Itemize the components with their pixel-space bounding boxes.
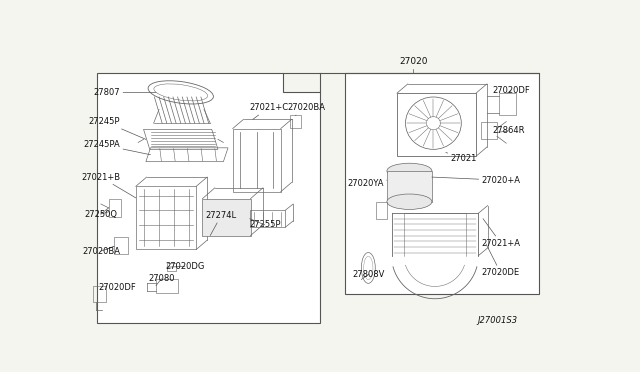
Text: 27245PA: 27245PA	[84, 140, 150, 155]
Text: 27255P: 27255P	[249, 219, 280, 229]
Text: 27020DG: 27020DG	[165, 262, 205, 271]
Bar	[250, 210, 285, 227]
Text: 27864R: 27864R	[492, 126, 525, 135]
Text: 27021+B: 27021+B	[81, 173, 136, 198]
Bar	[290, 115, 301, 128]
Text: 27245P: 27245P	[89, 117, 146, 140]
Ellipse shape	[387, 194, 432, 209]
Bar	[109, 199, 121, 217]
Bar	[499, 93, 516, 115]
Text: 27020DF: 27020DF	[99, 283, 136, 292]
Text: 27020: 27020	[399, 57, 428, 66]
Text: 27080: 27080	[148, 274, 175, 286]
Text: 27021+A: 27021+A	[481, 219, 520, 248]
Text: 27808V: 27808V	[353, 270, 385, 279]
Ellipse shape	[387, 163, 432, 179]
Text: 27021+C: 27021+C	[249, 103, 288, 119]
Bar	[376, 202, 387, 219]
Bar	[136, 186, 196, 250]
Bar	[397, 93, 476, 156]
Text: 27807: 27807	[93, 88, 156, 97]
Text: 27020DF: 27020DF	[492, 86, 530, 95]
Bar	[345, 73, 539, 294]
Text: 27021: 27021	[446, 153, 477, 163]
Text: 27274L: 27274L	[205, 211, 237, 235]
Text: 27250Q: 27250Q	[84, 208, 117, 218]
Bar	[481, 122, 497, 139]
Bar	[387, 171, 432, 202]
Polygon shape	[97, 73, 320, 323]
Bar	[233, 129, 281, 192]
Bar	[167, 263, 176, 271]
Text: 27020BA: 27020BA	[288, 103, 326, 115]
Text: 27020DE: 27020DE	[481, 244, 520, 277]
Text: J27001S3: J27001S3	[477, 316, 518, 325]
Bar	[93, 286, 106, 302]
Text: 27020YA: 27020YA	[348, 179, 387, 188]
Text: 27020+A: 27020+A	[432, 176, 520, 185]
Bar	[114, 237, 128, 254]
Bar	[202, 199, 250, 235]
Text: 27020BA: 27020BA	[83, 246, 120, 256]
